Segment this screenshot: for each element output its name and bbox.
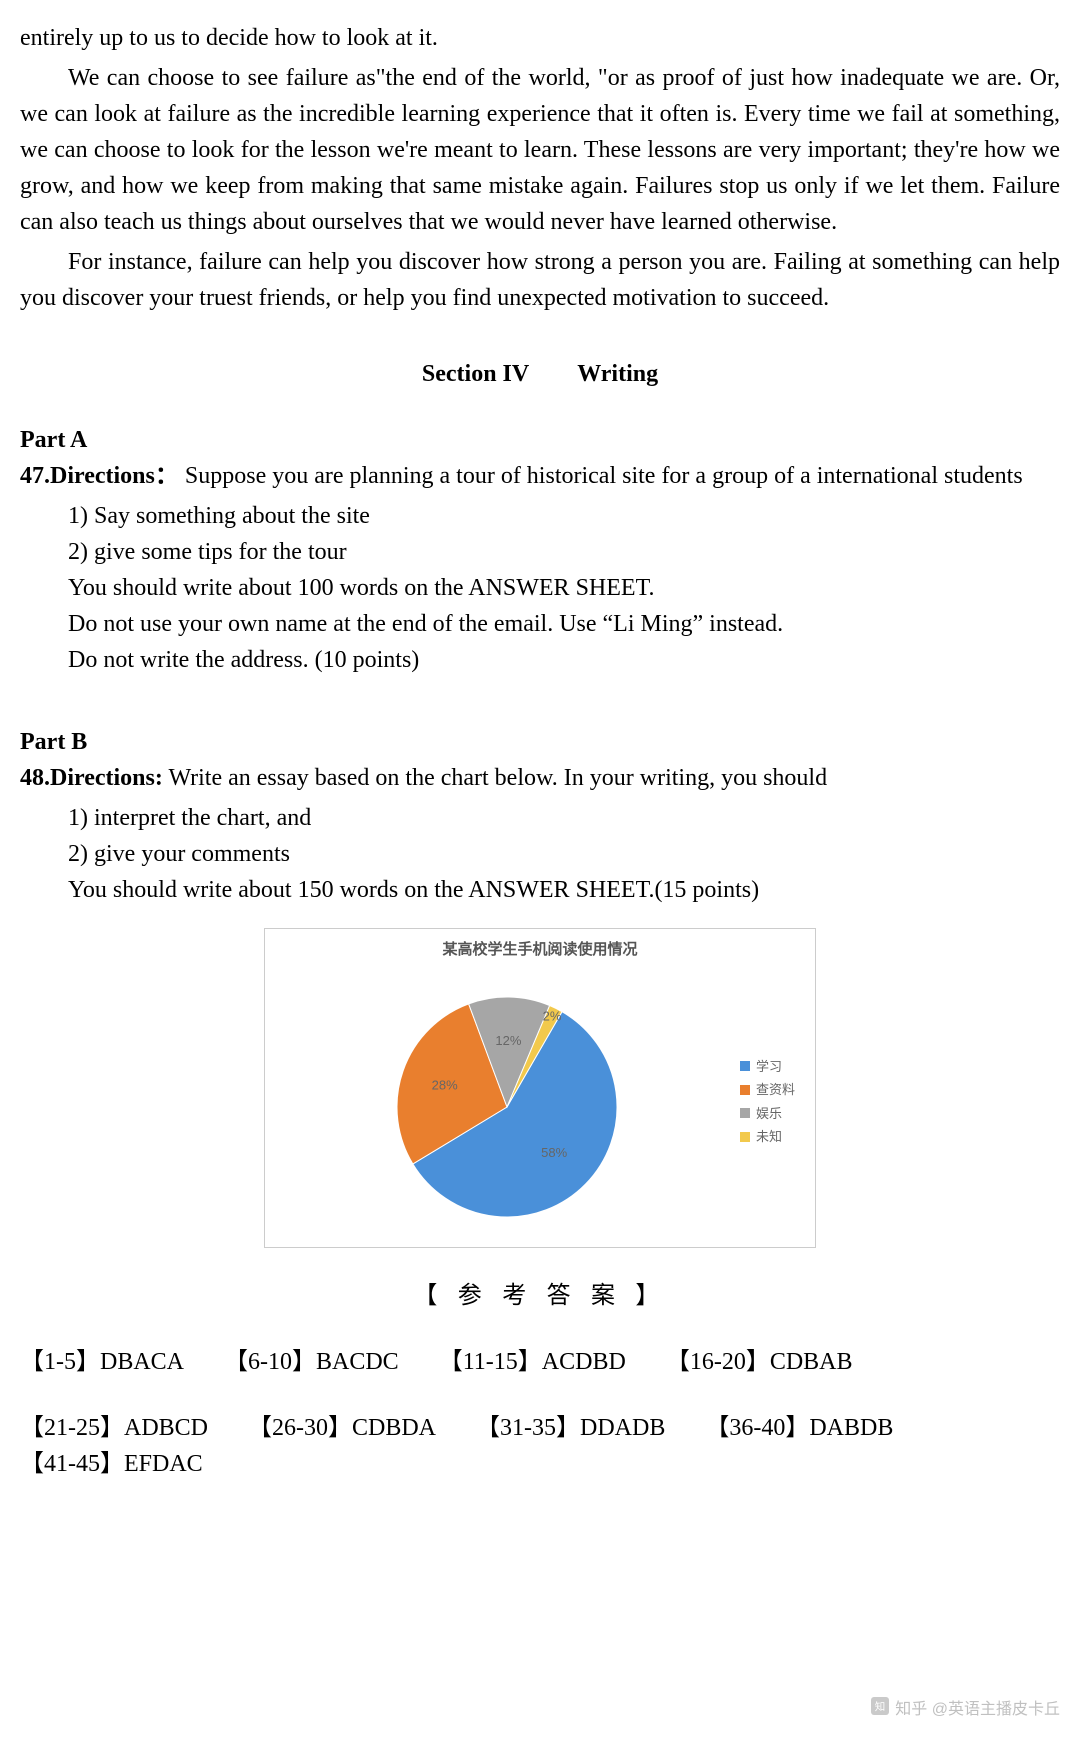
pie-chart-legend: 学习查资料娱乐未知 [740, 1053, 805, 1151]
q47-sub2: 2) give some tips for the tour [68, 534, 1060, 570]
answer-group: 【1-5】DBACA [20, 1344, 184, 1380]
answer-group: 【26-30】CDBDA [248, 1410, 436, 1446]
q47-sub1: 1) Say something about the site [68, 498, 1060, 534]
q48-directions-num: 48.Directions: [20, 765, 163, 791]
legend-swatch-icon [740, 1061, 750, 1071]
q47-sub5: Do not write the address. (10 points) [68, 642, 1060, 678]
q48-sub1: 1) interpret the chart, and [68, 800, 1060, 836]
pie-slice-label: 12% [496, 1033, 522, 1048]
legend-swatch-icon [740, 1132, 750, 1142]
passage-para-3: For instance, failure can help you disco… [20, 244, 1060, 316]
pie-slice-label: 58% [542, 1145, 568, 1160]
q47-sub3: You should write about 100 words on the … [68, 570, 1060, 606]
pie-chart-svg: 58% 28% 12% 2% [357, 972, 657, 1232]
pie-slice-label: 2% [543, 1008, 562, 1023]
legend-label: 未知 [756, 1127, 782, 1147]
legend-swatch-icon [740, 1085, 750, 1095]
part-b-label: Part B [20, 724, 1060, 760]
pie-slice-label: 28% [432, 1077, 458, 1092]
answer-group: 【11-15】ACDBD [439, 1344, 626, 1380]
q48-sub3: You should write about 150 words on the … [68, 872, 1060, 908]
part-a-label: Part A [20, 422, 1060, 458]
legend-item: 娱乐 [740, 1104, 795, 1124]
passage-line-cont: entirely up to us to decide how to look … [20, 20, 1060, 56]
zhihu-logo-icon: 知 [871, 1697, 889, 1723]
answer-group: 【16-20】CDBAB [666, 1344, 853, 1380]
svg-text:知: 知 [875, 1700, 886, 1713]
legend-label: 娱乐 [756, 1104, 782, 1124]
answer-group: 【41-45】EFDAC [20, 1446, 203, 1482]
q47-directions-text: Suppose you are planning a tour of histo… [179, 463, 1023, 489]
legend-item: 未知 [740, 1127, 795, 1147]
legend-label: 查资料 [756, 1080, 795, 1100]
legend-item: 学习 [740, 1057, 795, 1077]
answer-group: 【6-10】BACDC [224, 1344, 399, 1380]
watermark-text: 知乎 @英语主播皮卡丘 [895, 1701, 1060, 1718]
answer-group: 【36-40】DABDB [705, 1410, 893, 1446]
watermark: 知 知乎 @英语主播皮卡丘 [871, 1697, 1060, 1723]
q48-directions: 48.Directions: Write an essay based on t… [20, 760, 1060, 796]
legend-item: 查资料 [740, 1080, 795, 1100]
passage-para-2: We can choose to see failure as"the end … [20, 60, 1060, 240]
answer-group: 【31-35】DDADB [476, 1410, 665, 1446]
legend-swatch-icon [740, 1108, 750, 1118]
pie-chart-container: 某高校学生手机阅读使用情况 58% 28% 12% 2% 学习查资料娱乐未知 [264, 928, 816, 1248]
legend-label: 学习 [756, 1057, 782, 1077]
q47-directions: 47.Directions： Suppose you are planning … [20, 458, 1060, 494]
q48-sub2: 2) give your comments [68, 836, 1060, 872]
q47-sub4: Do not use your own name at the end of t… [68, 606, 1060, 642]
pie-chart-title: 某高校学生手机阅读使用情况 [265, 929, 815, 967]
answer-group: 【21-25】ADBCD [20, 1410, 208, 1446]
q47-directions-num: 47.Directions： [20, 463, 179, 489]
answers-block: 【1-5】DBACA 【6-10】BACDC 【11-15】ACDBD 【16-20】… [20, 1344, 1060, 1482]
q48-directions-text: Write an essay based on the chart below.… [163, 765, 827, 791]
section-heading-writing: Section IV Writing [20, 356, 1060, 392]
answers-heading: 【 参 考 答 案 】 [20, 1278, 1060, 1314]
